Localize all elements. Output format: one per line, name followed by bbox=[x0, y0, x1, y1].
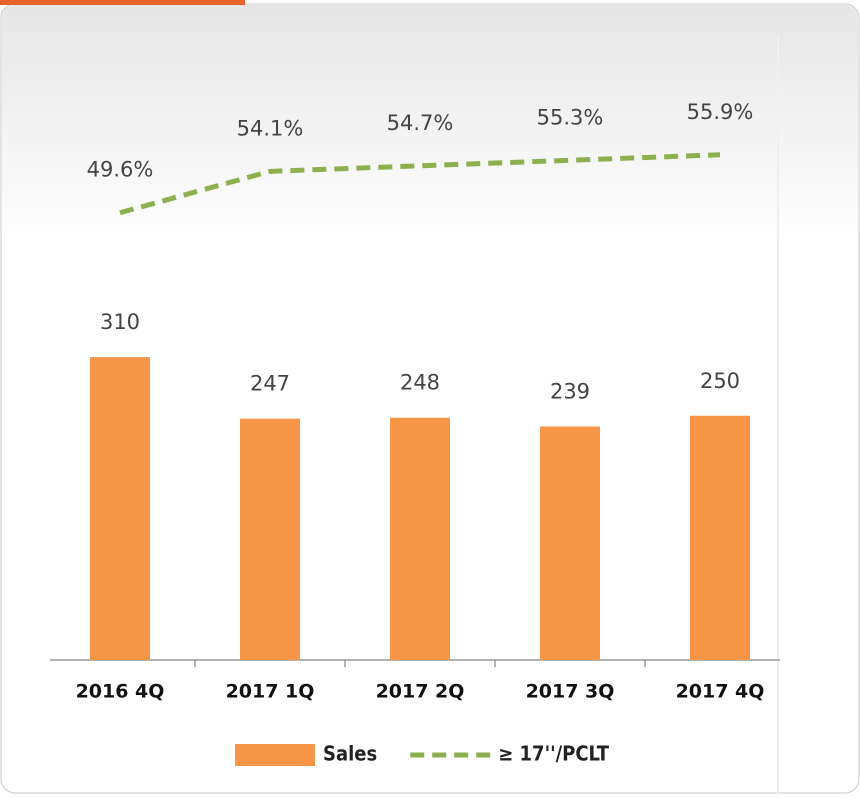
bar-label: 310 bbox=[100, 310, 140, 334]
x-tick-label: 2017 4Q bbox=[676, 681, 765, 703]
x-tick-label: 2017 3Q bbox=[526, 681, 615, 703]
bar-label: 239 bbox=[550, 380, 590, 404]
bar bbox=[90, 357, 150, 660]
bar-label: 248 bbox=[400, 371, 440, 395]
x-tick-label: 2017 2Q bbox=[376, 681, 465, 703]
line-label: 55.9% bbox=[687, 100, 754, 124]
bar-label: 250 bbox=[700, 369, 740, 393]
x-tick-label: 2017 1Q bbox=[226, 681, 315, 703]
line-label: 49.6% bbox=[87, 158, 154, 182]
legend-swatch bbox=[235, 744, 315, 766]
x-tick-label: 2016 4Q bbox=[76, 681, 165, 703]
line-label: 54.1% bbox=[237, 116, 304, 140]
line-label: 55.3% bbox=[537, 105, 604, 129]
bar bbox=[540, 426, 600, 660]
legend-label: ≥ 17''/PCLT bbox=[498, 742, 610, 766]
legend-label: Sales bbox=[323, 742, 377, 766]
bar bbox=[690, 415, 750, 660]
bar bbox=[240, 418, 300, 660]
line-label: 54.7% bbox=[387, 111, 454, 135]
bar-label: 247 bbox=[250, 372, 290, 396]
accent-strip bbox=[0, 0, 245, 5]
bar bbox=[390, 417, 450, 660]
x-ticks bbox=[194, 660, 646, 667]
